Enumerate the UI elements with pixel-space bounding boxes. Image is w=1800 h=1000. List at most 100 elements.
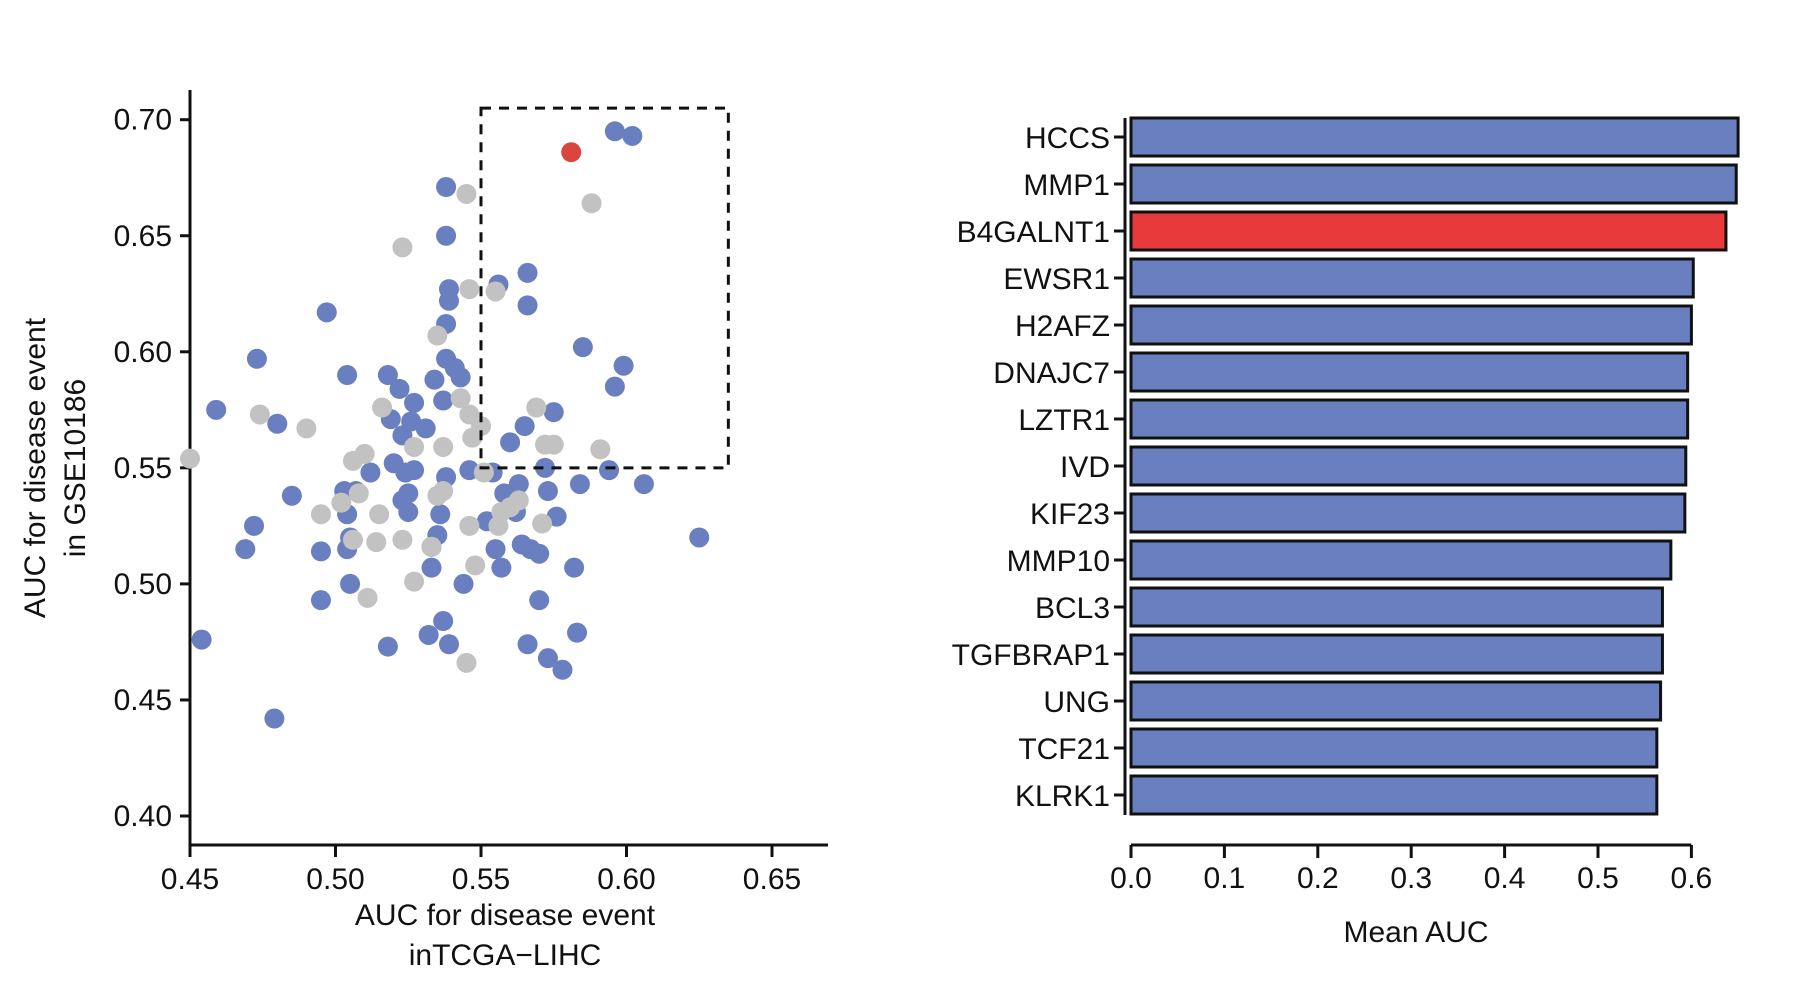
scatter-point-gray — [392, 529, 413, 550]
scatter-point-gray — [543, 434, 564, 455]
bar-tcf21 — [1129, 727, 1659, 769]
scatter-x-tick-label: 0.65 — [743, 863, 801, 896]
scatter-point-blue — [604, 121, 625, 142]
scatter-point-gray — [459, 279, 480, 300]
scatter-point-gray — [590, 439, 611, 460]
bar-h2afz — [1129, 304, 1693, 346]
gene-label: BCL3 — [1035, 592, 1110, 625]
scatter-point-blue — [191, 629, 212, 650]
scatter-y-axis-title-line1: AUC for disease event — [19, 317, 52, 618]
scatter-y-tick-label: 0.65 — [114, 220, 172, 253]
scatter-point-blue — [281, 485, 302, 506]
scatter-y-tick-label: 0.50 — [114, 568, 172, 601]
scatter-point-blue — [517, 262, 538, 283]
scatter-point-blue — [316, 302, 337, 323]
scatter-y-tick-label: 0.60 — [114, 336, 172, 369]
scatter-point-gray — [450, 388, 471, 409]
scatter-point-blue — [613, 355, 634, 376]
scatter-y-tick-label: 0.55 — [114, 452, 172, 485]
scatter-point-blue — [398, 501, 419, 522]
scatter-point-gray — [404, 571, 425, 592]
bars — [1129, 116, 1740, 816]
scatter-point-blue — [500, 432, 521, 453]
gene-label: DNAJC7 — [993, 357, 1110, 390]
bar-x-tick-label: 0.0 — [1110, 862, 1152, 895]
scatter-point-blue — [418, 624, 439, 645]
scatter-point-gray — [465, 555, 486, 576]
scatter-point-blue — [572, 337, 593, 358]
bar-kif23 — [1129, 492, 1687, 534]
scatter-point-gray — [249, 404, 270, 425]
scatter-point-gray — [508, 490, 529, 511]
scatter-point-gray — [581, 193, 602, 214]
scatter-point-gray — [456, 183, 477, 204]
scatter-point-blue — [421, 557, 442, 578]
scatter-point-blue — [206, 399, 227, 420]
bar-dnajc7 — [1129, 351, 1690, 393]
scatter-x-tick-label: 0.55 — [452, 863, 510, 896]
scatter-point-blue — [235, 539, 256, 560]
bar-x-tick-label: 0.3 — [1390, 862, 1432, 895]
bar-x-tick-label: 0.1 — [1204, 862, 1246, 895]
bar-ewsr1 — [1129, 257, 1695, 299]
scatter-point-blue — [567, 622, 588, 643]
scatter-point-gray — [354, 443, 375, 464]
scatter-point-blue — [622, 125, 643, 146]
scatter-point-blue — [438, 634, 459, 655]
gene-label: HCCS — [1025, 122, 1110, 155]
scatter-point-blue — [415, 418, 436, 439]
bar-mmp10 — [1129, 539, 1673, 581]
scatter-point-gray — [427, 325, 448, 346]
scatter-point-blue — [337, 365, 358, 386]
gene-label: KIF23 — [1030, 498, 1110, 531]
gene-label: TGFBRAP1 — [952, 639, 1110, 672]
bar-lztr1 — [1129, 398, 1690, 440]
bar-x-tick-label: 0.6 — [1671, 862, 1713, 895]
scatter-point-blue — [404, 392, 425, 413]
scatter-points — [180, 121, 710, 729]
scatter-point-blue — [569, 474, 590, 495]
scatter-point-blue — [604, 376, 625, 397]
bar-x-tick-label: 0.4 — [1484, 862, 1526, 895]
scatter-point-blue — [310, 590, 331, 611]
scatter-point-gray — [357, 587, 378, 608]
bar-ivd — [1129, 445, 1688, 487]
scatter-point-gray — [310, 504, 331, 525]
scatter-x-tick-label: 0.50 — [306, 863, 364, 896]
scatter-point-blue — [537, 481, 558, 502]
scatter-point-gray — [180, 448, 200, 469]
scatter-point-gray — [369, 504, 390, 525]
scatter-point-blue — [360, 462, 381, 483]
scatter-point-blue — [552, 659, 573, 680]
scatter-point-blue — [633, 474, 654, 495]
scatter-point-gray — [433, 436, 454, 457]
scatter-y-axis-title-line2: in GSE10186 — [59, 379, 92, 557]
bar-klrk1 — [1129, 774, 1659, 816]
scatter-point-blue — [244, 515, 265, 536]
scatter-point-blue — [529, 590, 550, 611]
gene-label: LZTR1 — [1018, 404, 1110, 437]
bar-ung — [1129, 680, 1663, 722]
scatter-point-blue — [438, 279, 459, 300]
scatter-x-tick-label: 0.45 — [161, 863, 219, 896]
scatter-point-gray — [471, 416, 491, 437]
bar-tgfbrap1 — [1129, 633, 1664, 675]
scatter-point-red — [561, 142, 582, 163]
scatter-point-gray — [366, 532, 387, 553]
scatter-point-blue — [517, 634, 538, 655]
scatter-point-blue — [436, 225, 457, 246]
scatter-panel: 0.40 0.45 0.50 0.55 0.60 0.65 0.70 0.45 0.50 0.55… — [19, 90, 828, 972]
scatter-point-gray — [392, 237, 413, 258]
scatter-point-gray — [456, 652, 477, 673]
scatter-point-blue — [485, 539, 506, 560]
scatter-point-blue — [377, 365, 398, 386]
scatter-point-blue — [377, 636, 398, 657]
scatter-point-blue — [450, 367, 471, 388]
scatter-point-blue — [310, 541, 331, 562]
scatter-point-gray — [348, 483, 369, 504]
scatter-point-blue — [433, 390, 454, 411]
gene-label: TCF21 — [1018, 733, 1110, 766]
scatter-point-gray — [342, 529, 363, 550]
gene-label: EWSR1 — [1003, 263, 1110, 296]
